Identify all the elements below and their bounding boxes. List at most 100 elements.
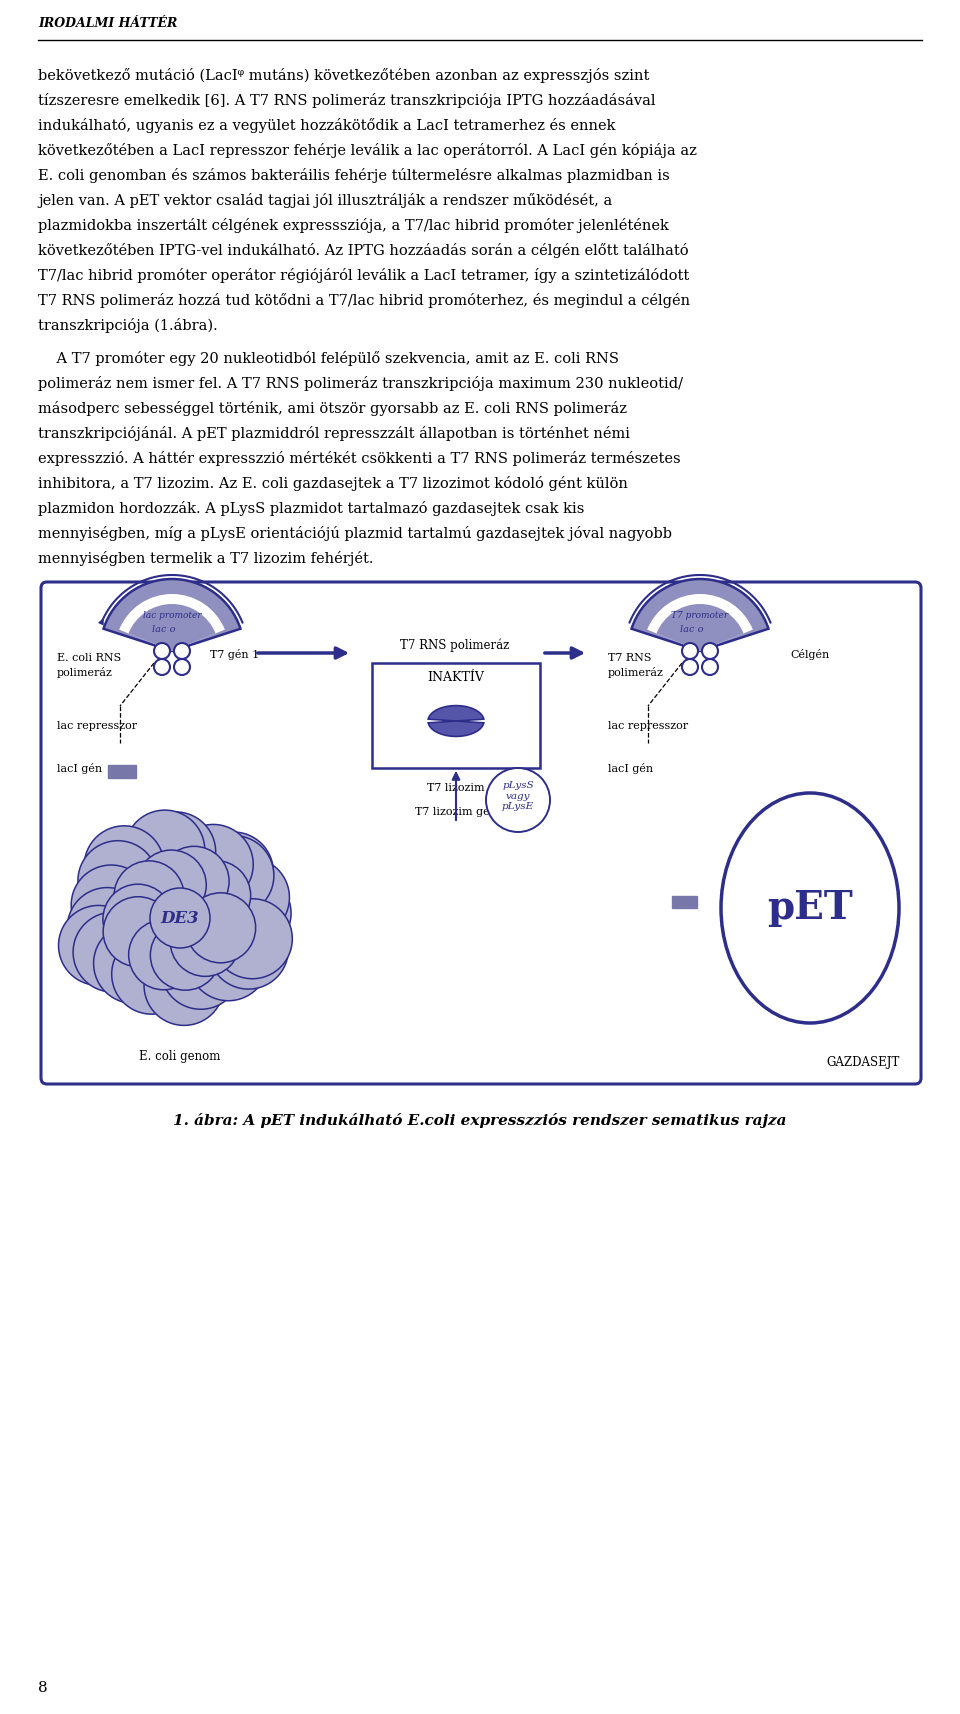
Text: mennyiségben termelik a T7 lizozim fehérjét.: mennyiségben termelik a T7 lizozim fehér…	[38, 550, 373, 566]
Text: pET: pET	[767, 890, 852, 927]
Circle shape	[180, 860, 251, 931]
Circle shape	[159, 847, 229, 917]
Text: polimeráz: polimeráz	[608, 667, 664, 679]
Circle shape	[78, 840, 158, 920]
Circle shape	[73, 912, 153, 992]
Bar	[672, 896, 697, 908]
Text: T7 lizozim: T7 lizozim	[427, 783, 485, 794]
Text: bekövetkező mutáció (LacIᵠ mutáns) következőtében azonban az expresszjós szint: bekövetkező mutáció (LacIᵠ mutáns) követ…	[38, 69, 649, 82]
Text: lac represszor: lac represszor	[57, 722, 137, 730]
Text: T7 promoter: T7 promoter	[671, 610, 729, 619]
Circle shape	[103, 884, 173, 955]
Circle shape	[59, 905, 138, 986]
Text: T7 gén 1: T7 gén 1	[210, 650, 259, 660]
Circle shape	[84, 826, 164, 905]
FancyBboxPatch shape	[41, 583, 921, 1083]
Circle shape	[173, 824, 253, 905]
Wedge shape	[647, 595, 753, 651]
Circle shape	[129, 920, 199, 989]
Text: IRODALMI HÁTTÉR: IRODALMI HÁTTÉR	[38, 17, 178, 31]
Circle shape	[154, 643, 170, 658]
Wedge shape	[129, 603, 216, 651]
Circle shape	[682, 658, 698, 675]
Text: lac promoter: lac promoter	[143, 610, 202, 619]
Text: mennyiségben, míg a pLysE orientációjú plazmid tartalmú gazdasejtek jóval nagyob: mennyiségben, míg a pLysE orientációjú p…	[38, 526, 672, 542]
Text: E. coli genomban és számos bakteráilis fehérje túltermelésre alkalmas plazmidban: E. coli genomban és számos bakteráilis f…	[38, 168, 670, 183]
Circle shape	[193, 831, 274, 912]
Text: IPTG Indukció: IPTG Indukció	[130, 607, 215, 619]
Text: jelen van. A pET vektor család tagjai jól illusztrálják a rendszer működését, a: jelen van. A pET vektor család tagjai jó…	[38, 194, 612, 207]
Circle shape	[125, 811, 204, 890]
Text: lac o: lac o	[153, 624, 176, 634]
Text: indukálható, ugyanis ez a vegyület hozzákötődik a LacI tetramerhez és ennek: indukálható, ugyanis ez a vegyület hozzá…	[38, 118, 615, 134]
Text: transzkripciója (1.ábra).: transzkripciója (1.ábra).	[38, 319, 218, 333]
Circle shape	[71, 866, 151, 944]
Circle shape	[185, 893, 255, 963]
Circle shape	[151, 920, 221, 991]
Text: T7 RNS polimeráz: T7 RNS polimeráz	[400, 638, 510, 651]
Text: következőtében IPTG-vel indukálható. Az IPTG hozzáadás során a célgén előtt talá: következőtében IPTG-vel indukálható. Az …	[38, 243, 688, 259]
Circle shape	[170, 907, 240, 977]
Circle shape	[211, 872, 291, 953]
Circle shape	[67, 888, 147, 968]
Circle shape	[150, 888, 210, 948]
Circle shape	[135, 812, 216, 891]
Polygon shape	[428, 706, 484, 722]
Ellipse shape	[721, 794, 899, 1023]
Circle shape	[144, 946, 224, 1025]
Text: következőtében a LacI represszor fehérje leválik a lac operátorról. A LacI gén k: következőtében a LacI represszor fehérje…	[38, 142, 697, 158]
Circle shape	[212, 898, 292, 979]
Text: 1. ábra: A pET indukálható E.coli expresszziós rendszer sematikus rajza: 1. ábra: A pET indukálható E.coli expres…	[173, 1112, 787, 1128]
Text: T7 RNS polimeráz hozzá tud kötődni a T7/lac hibrid promóterhez, és megindul a cé: T7 RNS polimeráz hozzá tud kötődni a T7/…	[38, 293, 690, 309]
Text: lacI gén: lacI gén	[608, 763, 653, 775]
Wedge shape	[657, 603, 744, 651]
Text: lac represszor: lac represszor	[608, 722, 688, 730]
Bar	[108, 764, 136, 778]
Text: lacI gén: lacI gén	[57, 763, 102, 775]
Text: inhibitora, a T7 lizozim. Az E. coli gazdasejtek a T7 lizozimot kódoló gént külö: inhibitora, a T7 lizozim. Az E. coli gaz…	[38, 476, 628, 490]
Text: IPTG Indukció: IPTG Indukció	[658, 607, 743, 619]
Wedge shape	[119, 595, 225, 651]
Circle shape	[160, 929, 241, 1010]
Text: T7/lac hibrid promóter operátor régiójáról leválik a LacI tetramer, így a szinte: T7/lac hibrid promóter operátor régiójár…	[38, 267, 689, 283]
Text: plazmidokba inszertált célgének expresssziója, a T7/lac hibrid promóter jelenlét: plazmidokba inszertált célgének expresss…	[38, 218, 669, 233]
Circle shape	[93, 924, 174, 1003]
Circle shape	[174, 643, 190, 658]
Text: polimeráz nem ismer fel. A T7 RNS polimeráz transzkripciója maximum 230 nukleoti: polimeráz nem ismer fel. A T7 RNS polime…	[38, 375, 683, 391]
Circle shape	[114, 860, 184, 931]
Text: 8: 8	[38, 1681, 48, 1695]
Text: tízszeresre emelkedik [6]. A T7 RNS polimeráz transzkripciója IPTG hozzáadásával: tízszeresre emelkedik [6]. A T7 RNS poli…	[38, 93, 656, 108]
Polygon shape	[428, 722, 484, 737]
Bar	[372, 663, 540, 768]
Text: Célgén: Célgén	[790, 650, 829, 660]
Text: másodperc sebességgel történik, ami ötször gyorsabb az E. coli RNS polimeráz: másodperc sebességgel történik, ami ötsz…	[38, 401, 627, 417]
Text: A T7 promóter egy 20 nukleotidból felépülő szekvencia, amit az E. coli RNS: A T7 promóter egy 20 nukleotidból felépü…	[38, 351, 619, 367]
Circle shape	[209, 857, 290, 938]
Text: T7 RNS: T7 RNS	[608, 653, 652, 663]
Circle shape	[103, 896, 173, 967]
Text: lac o: lac o	[681, 624, 704, 634]
Text: T7 lizozim gén: T7 lizozim gén	[415, 806, 497, 818]
Wedge shape	[104, 579, 240, 651]
Circle shape	[208, 908, 288, 989]
Circle shape	[486, 768, 550, 831]
Text: polimeráz: polimeráz	[57, 667, 113, 679]
Text: INAKTÍV: INAKTÍV	[427, 670, 485, 684]
Wedge shape	[632, 579, 768, 651]
Circle shape	[111, 934, 192, 1015]
Text: E. coli genom: E. coli genom	[139, 1051, 221, 1063]
Text: transzkripciójánál. A pET plazmiddról represszzált állapotban is történhet némi: transzkripciójánál. A pET plazmiddról re…	[38, 427, 630, 440]
Text: pLysS
vagy
pLysE: pLysS vagy pLysE	[502, 782, 534, 811]
Circle shape	[188, 920, 269, 1001]
Text: DE3: DE3	[160, 910, 200, 927]
Circle shape	[702, 658, 718, 675]
Text: E. coli RNS: E. coli RNS	[57, 653, 121, 663]
Text: expresszzió. A háttér expresszzió mértékét csökkenti a T7 RNS polimeráz természe: expresszzió. A háttér expresszzió mérték…	[38, 451, 681, 466]
Text: plazmidon hordozzák. A pLysS plazmidot tartalmazó gazdasejtek csak kis: plazmidon hordozzák. A pLysS plazmidot t…	[38, 500, 585, 516]
Circle shape	[194, 836, 274, 915]
Circle shape	[702, 643, 718, 658]
Circle shape	[136, 850, 206, 920]
Circle shape	[174, 658, 190, 675]
Circle shape	[154, 658, 170, 675]
Circle shape	[682, 643, 698, 658]
